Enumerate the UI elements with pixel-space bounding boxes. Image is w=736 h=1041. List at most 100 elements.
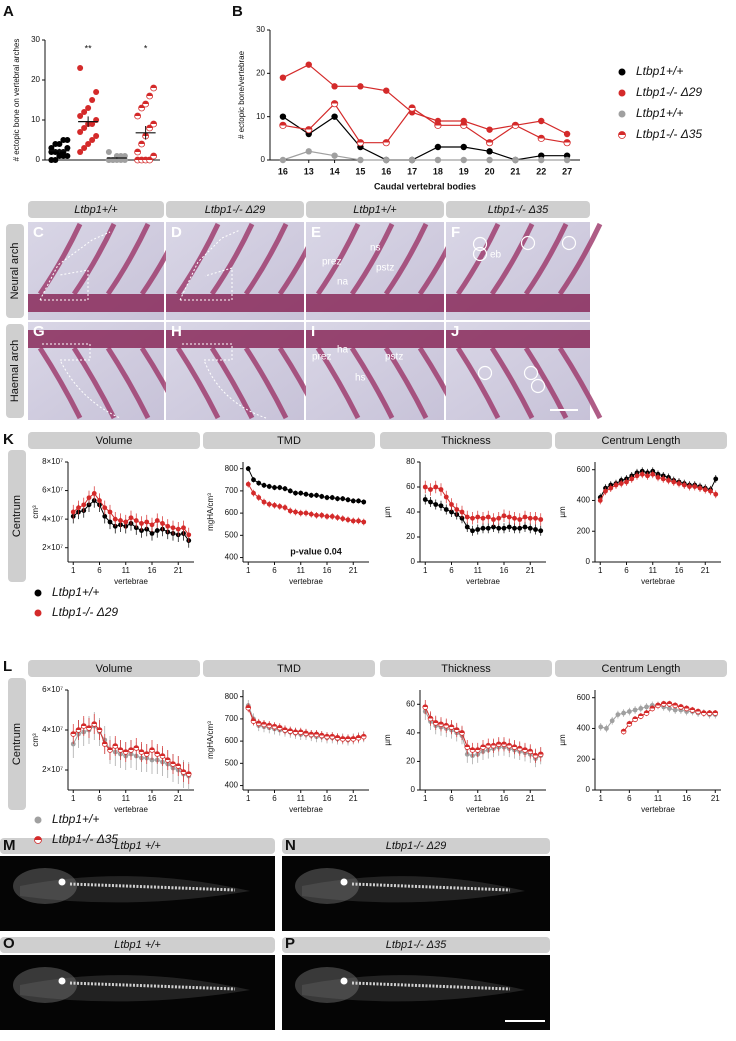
point <box>667 706 672 711</box>
point <box>324 733 330 740</box>
x-axis-label: vertebrae <box>641 805 675 814</box>
arch <box>489 346 535 420</box>
y-tick-label: 60 <box>406 482 415 491</box>
point <box>501 525 507 531</box>
point <box>305 148 312 155</box>
arch <box>383 222 429 296</box>
arch <box>37 346 83 420</box>
fish-head <box>13 868 77 904</box>
dot <box>64 145 71 151</box>
point <box>433 502 439 507</box>
point <box>303 730 309 737</box>
point <box>298 510 304 516</box>
point <box>495 741 502 748</box>
y-tick-label: 8×10⁷ <box>42 457 63 466</box>
chart-title: Volume <box>96 663 133 675</box>
arch <box>489 222 535 296</box>
dot <box>150 84 158 92</box>
point <box>308 492 314 498</box>
x-tick-label: 1 <box>599 794 604 803</box>
dot <box>93 89 100 95</box>
arch <box>315 346 361 420</box>
point <box>250 718 257 724</box>
point <box>486 148 493 155</box>
x-tick-label: 1 <box>246 566 251 575</box>
point <box>245 704 252 711</box>
panel-letter: D <box>171 224 182 241</box>
fish-head <box>295 967 359 1003</box>
point <box>644 704 649 710</box>
point <box>356 139 365 147</box>
x-tick-label: 16 <box>323 794 332 803</box>
point <box>676 481 682 486</box>
y-tick-label: 200 <box>577 754 591 763</box>
point <box>428 499 433 505</box>
dot <box>77 149 84 155</box>
y-tick-label: 6×10⁷ <box>42 486 63 495</box>
point <box>324 495 330 500</box>
y-tick-label: 700 <box>225 714 239 723</box>
point <box>695 708 701 715</box>
point <box>527 525 533 531</box>
point <box>621 710 627 716</box>
highlight-circle <box>523 365 539 381</box>
y-tick-label: 20 <box>406 757 415 766</box>
chart-title: TMD <box>277 663 301 675</box>
point <box>712 710 719 716</box>
x-tick-label: 21 <box>711 794 720 803</box>
y-axis-label: µm <box>383 734 392 746</box>
point <box>383 87 390 94</box>
x-tick-label: 16 <box>381 166 391 176</box>
x-axis-label: vertebrae <box>641 577 675 586</box>
point <box>287 508 293 514</box>
point <box>308 731 315 738</box>
point <box>464 744 471 750</box>
row-label: Centrum <box>11 723 23 765</box>
vertebral-column <box>306 294 444 312</box>
legend-label: Ltbp1+/+ <box>52 585 99 599</box>
point <box>443 722 450 729</box>
arch <box>315 222 361 296</box>
arch <box>557 222 603 296</box>
arch <box>523 222 569 296</box>
point <box>279 121 287 129</box>
point <box>460 156 467 164</box>
point <box>448 724 455 730</box>
point <box>334 734 341 741</box>
dot <box>134 112 142 120</box>
point <box>133 745 140 751</box>
point <box>538 517 544 522</box>
point <box>618 481 624 486</box>
x-tick-label: 6 <box>449 794 454 803</box>
point <box>279 156 287 164</box>
point <box>256 480 262 486</box>
point <box>443 507 449 512</box>
point <box>175 526 181 532</box>
point <box>713 476 719 482</box>
point <box>460 143 467 151</box>
point <box>330 100 339 108</box>
point <box>532 752 539 759</box>
row-label-bg <box>6 324 24 418</box>
arch <box>209 346 255 420</box>
dot <box>105 149 112 155</box>
y-tick-label: 500 <box>225 530 239 539</box>
panel-letter: E <box>311 224 321 241</box>
x-axis-label: vertebrae <box>466 805 500 814</box>
chart-title: Centrum Length <box>602 663 681 675</box>
vertebral-column <box>446 294 590 312</box>
photo-annotation: eb <box>490 250 502 261</box>
legend-marker <box>618 89 626 97</box>
outline <box>182 343 267 419</box>
point <box>266 501 272 507</box>
panel-letter: F <box>451 224 460 241</box>
y-tick-label: 400 <box>577 496 591 505</box>
x-tick-label: 22 <box>536 166 546 176</box>
arch <box>105 346 151 420</box>
spine <box>351 882 511 892</box>
x-tick-label: 21 <box>349 794 358 803</box>
point <box>563 156 571 164</box>
photo-annotation: pstz <box>376 263 394 274</box>
panel-letter: K <box>3 431 14 448</box>
